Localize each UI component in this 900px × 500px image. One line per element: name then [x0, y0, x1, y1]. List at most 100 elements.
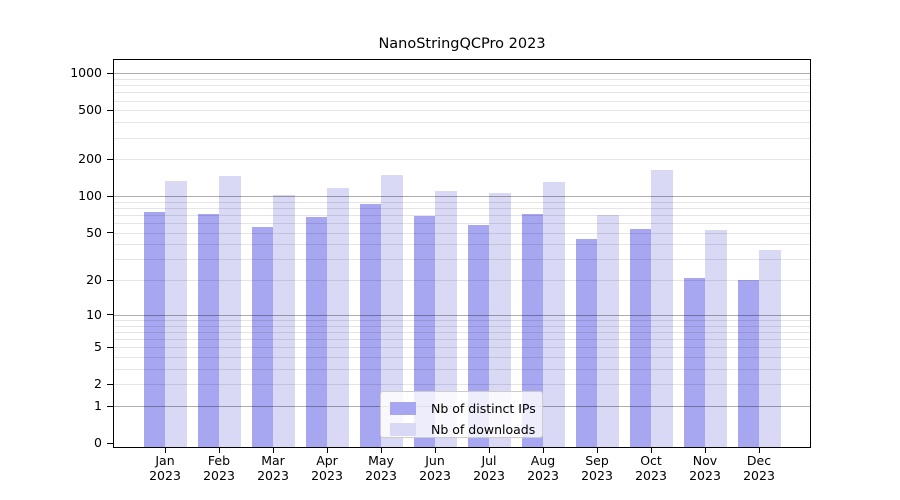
- gridline-minor-50: [114, 232, 810, 234]
- gridline-minor-8: [114, 325, 810, 327]
- x-tick-year: 2023: [635, 468, 667, 483]
- y-tick-label-5: 5: [94, 339, 102, 355]
- x-tickmark-mar: [272, 448, 274, 453]
- x-tick-label-oct: Oct 2023: [621, 453, 681, 483]
- y-tickmark-200: [107, 158, 113, 160]
- x-tickmark-dec: [758, 448, 760, 453]
- y-tick-label-200: 200: [78, 151, 102, 167]
- x-tick-year: 2023: [257, 468, 289, 483]
- legend-swatch-nb-of-downloads: [390, 423, 416, 436]
- legend-item-nb-of-downloads: Nb of downloads: [390, 419, 542, 440]
- x-tick-month: Oct: [640, 453, 662, 468]
- x-tick-year: 2023: [473, 468, 505, 483]
- x-tick-month: Nov: [692, 453, 718, 468]
- x-tick-month: Mar: [261, 453, 285, 468]
- gridline-minor-80: [114, 207, 810, 209]
- y-tickmark-1: [107, 405, 113, 407]
- bar-may-nb-of-distinct-ips: [359, 204, 381, 447]
- bar-feb-nb-of-downloads: [219, 176, 241, 447]
- x-tick-year: 2023: [743, 468, 775, 483]
- x-tick-year: 2023: [203, 468, 235, 483]
- x-tick-year: 2023: [581, 468, 613, 483]
- y-tickmark-20: [107, 279, 113, 281]
- gridline-major-100: [114, 196, 810, 198]
- legend-swatch-nb-of-distinct-ips: [390, 402, 416, 415]
- plot-area: Nb of distinct IPs Nb of downloads: [113, 59, 811, 448]
- bar-dec-nb-of-distinct-ips: [737, 280, 759, 447]
- x-tick-year: 2023: [149, 468, 181, 483]
- gridline-minor-800: [114, 85, 810, 87]
- gridline-minor-700: [114, 92, 810, 94]
- legend: Nb of distinct IPs Nb of downloads: [380, 391, 543, 438]
- gridline-minor-900: [114, 78, 810, 80]
- bar-sep-nb-of-downloads: [597, 215, 619, 447]
- gridline-minor-9: [114, 319, 810, 321]
- x-tick-month: Aug: [530, 453, 556, 468]
- x-tickmark-feb: [218, 448, 220, 453]
- bar-nov-nb-of-distinct-ips: [683, 277, 705, 447]
- x-tick-month: Sep: [585, 453, 609, 468]
- x-tick-label-aug: Aug 2023: [513, 453, 573, 483]
- bar-apr-nb-of-downloads: [327, 187, 349, 447]
- x-tickmark-nov: [704, 448, 706, 453]
- x-tick-month: Jul: [481, 453, 497, 468]
- gridline-minor-7: [114, 331, 810, 333]
- gridline-minor-60: [114, 223, 810, 225]
- gridline-minor-90: [114, 201, 810, 203]
- gridline-major-10: [114, 314, 810, 316]
- chart-title: NanoStringQCPro 2023: [378, 36, 546, 52]
- y-tickmark-50: [107, 232, 113, 234]
- bar-oct-nb-of-distinct-ips: [629, 228, 651, 447]
- x-tick-month: Apr: [316, 453, 338, 468]
- x-tick-label-feb: Feb 2023: [189, 453, 249, 483]
- bar-feb-nb-of-distinct-ips: [197, 214, 219, 447]
- x-tick-year: 2023: [365, 468, 397, 483]
- legend-label-nb-of-distinct-ips: Nb of distinct IPs: [431, 401, 536, 416]
- bar-nov-nb-of-downloads: [705, 229, 727, 447]
- y-tick-label-20: 20: [86, 272, 102, 288]
- bar-jan-nb-of-downloads: [165, 180, 187, 447]
- gridline-minor-200: [114, 159, 810, 161]
- x-tick-year: 2023: [527, 468, 559, 483]
- y-tick-label-2: 2: [94, 376, 102, 392]
- y-tickmark-2: [107, 383, 113, 385]
- bar-apr-nb-of-distinct-ips: [305, 217, 327, 447]
- gridline-minor-5: [114, 347, 810, 349]
- bar-jul-nb-of-downloads: [489, 193, 511, 447]
- legend-item-nb-of-distinct-ips: Nb of distinct IPs: [390, 398, 542, 419]
- bar-jun-nb-of-distinct-ips: [413, 215, 435, 447]
- x-tick-year: 2023: [311, 468, 343, 483]
- bar-aug-nb-of-downloads: [543, 182, 565, 447]
- bar-dec-nb-of-downloads: [759, 249, 781, 447]
- x-tick-month: May: [368, 453, 394, 468]
- y-tick-label-10: 10: [86, 306, 102, 322]
- bar-oct-nb-of-downloads: [651, 169, 673, 447]
- y-tickmark-100: [107, 195, 113, 197]
- x-tick-label-nov: Nov 2023: [675, 453, 735, 483]
- x-tickmark-oct: [650, 448, 652, 453]
- x-tickmark-sep: [596, 448, 598, 453]
- y-tickmark-10: [107, 314, 113, 316]
- legend-label-nb-of-downloads: Nb of downloads: [431, 422, 536, 437]
- y-tickmark-1000: [107, 72, 113, 74]
- x-tick-label-jul: Jul 2023: [459, 453, 519, 483]
- y-tick-label-500: 500: [78, 102, 102, 118]
- x-tickmark-aug: [542, 448, 544, 453]
- bar-sep-nb-of-distinct-ips: [575, 239, 597, 447]
- bar-jan-nb-of-distinct-ips: [143, 212, 165, 447]
- y-tick-label-50: 50: [86, 224, 102, 240]
- x-tick-month: Jan: [155, 453, 175, 468]
- gridline-minor-600: [114, 100, 810, 102]
- y-tick-label-1000: 1000: [70, 65, 102, 81]
- x-tick-year: 2023: [689, 468, 721, 483]
- y-tickmark-0: [107, 442, 113, 444]
- x-tickmark-jun: [434, 448, 436, 453]
- gridline-minor-300: [114, 137, 810, 139]
- gridline-minor-6: [114, 339, 810, 341]
- bar-mar-nb-of-downloads: [273, 194, 295, 447]
- x-tickmark-jul: [488, 448, 490, 453]
- x-tick-month: Jun: [425, 453, 445, 468]
- bar-jun-nb-of-downloads: [435, 191, 457, 447]
- y-tickmark-500: [107, 109, 113, 111]
